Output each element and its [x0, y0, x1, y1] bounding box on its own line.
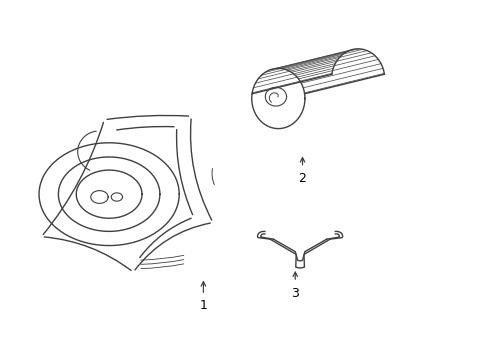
Text: 1: 1 [199, 299, 207, 312]
Text: 2: 2 [298, 172, 306, 185]
Text: 3: 3 [291, 287, 299, 300]
